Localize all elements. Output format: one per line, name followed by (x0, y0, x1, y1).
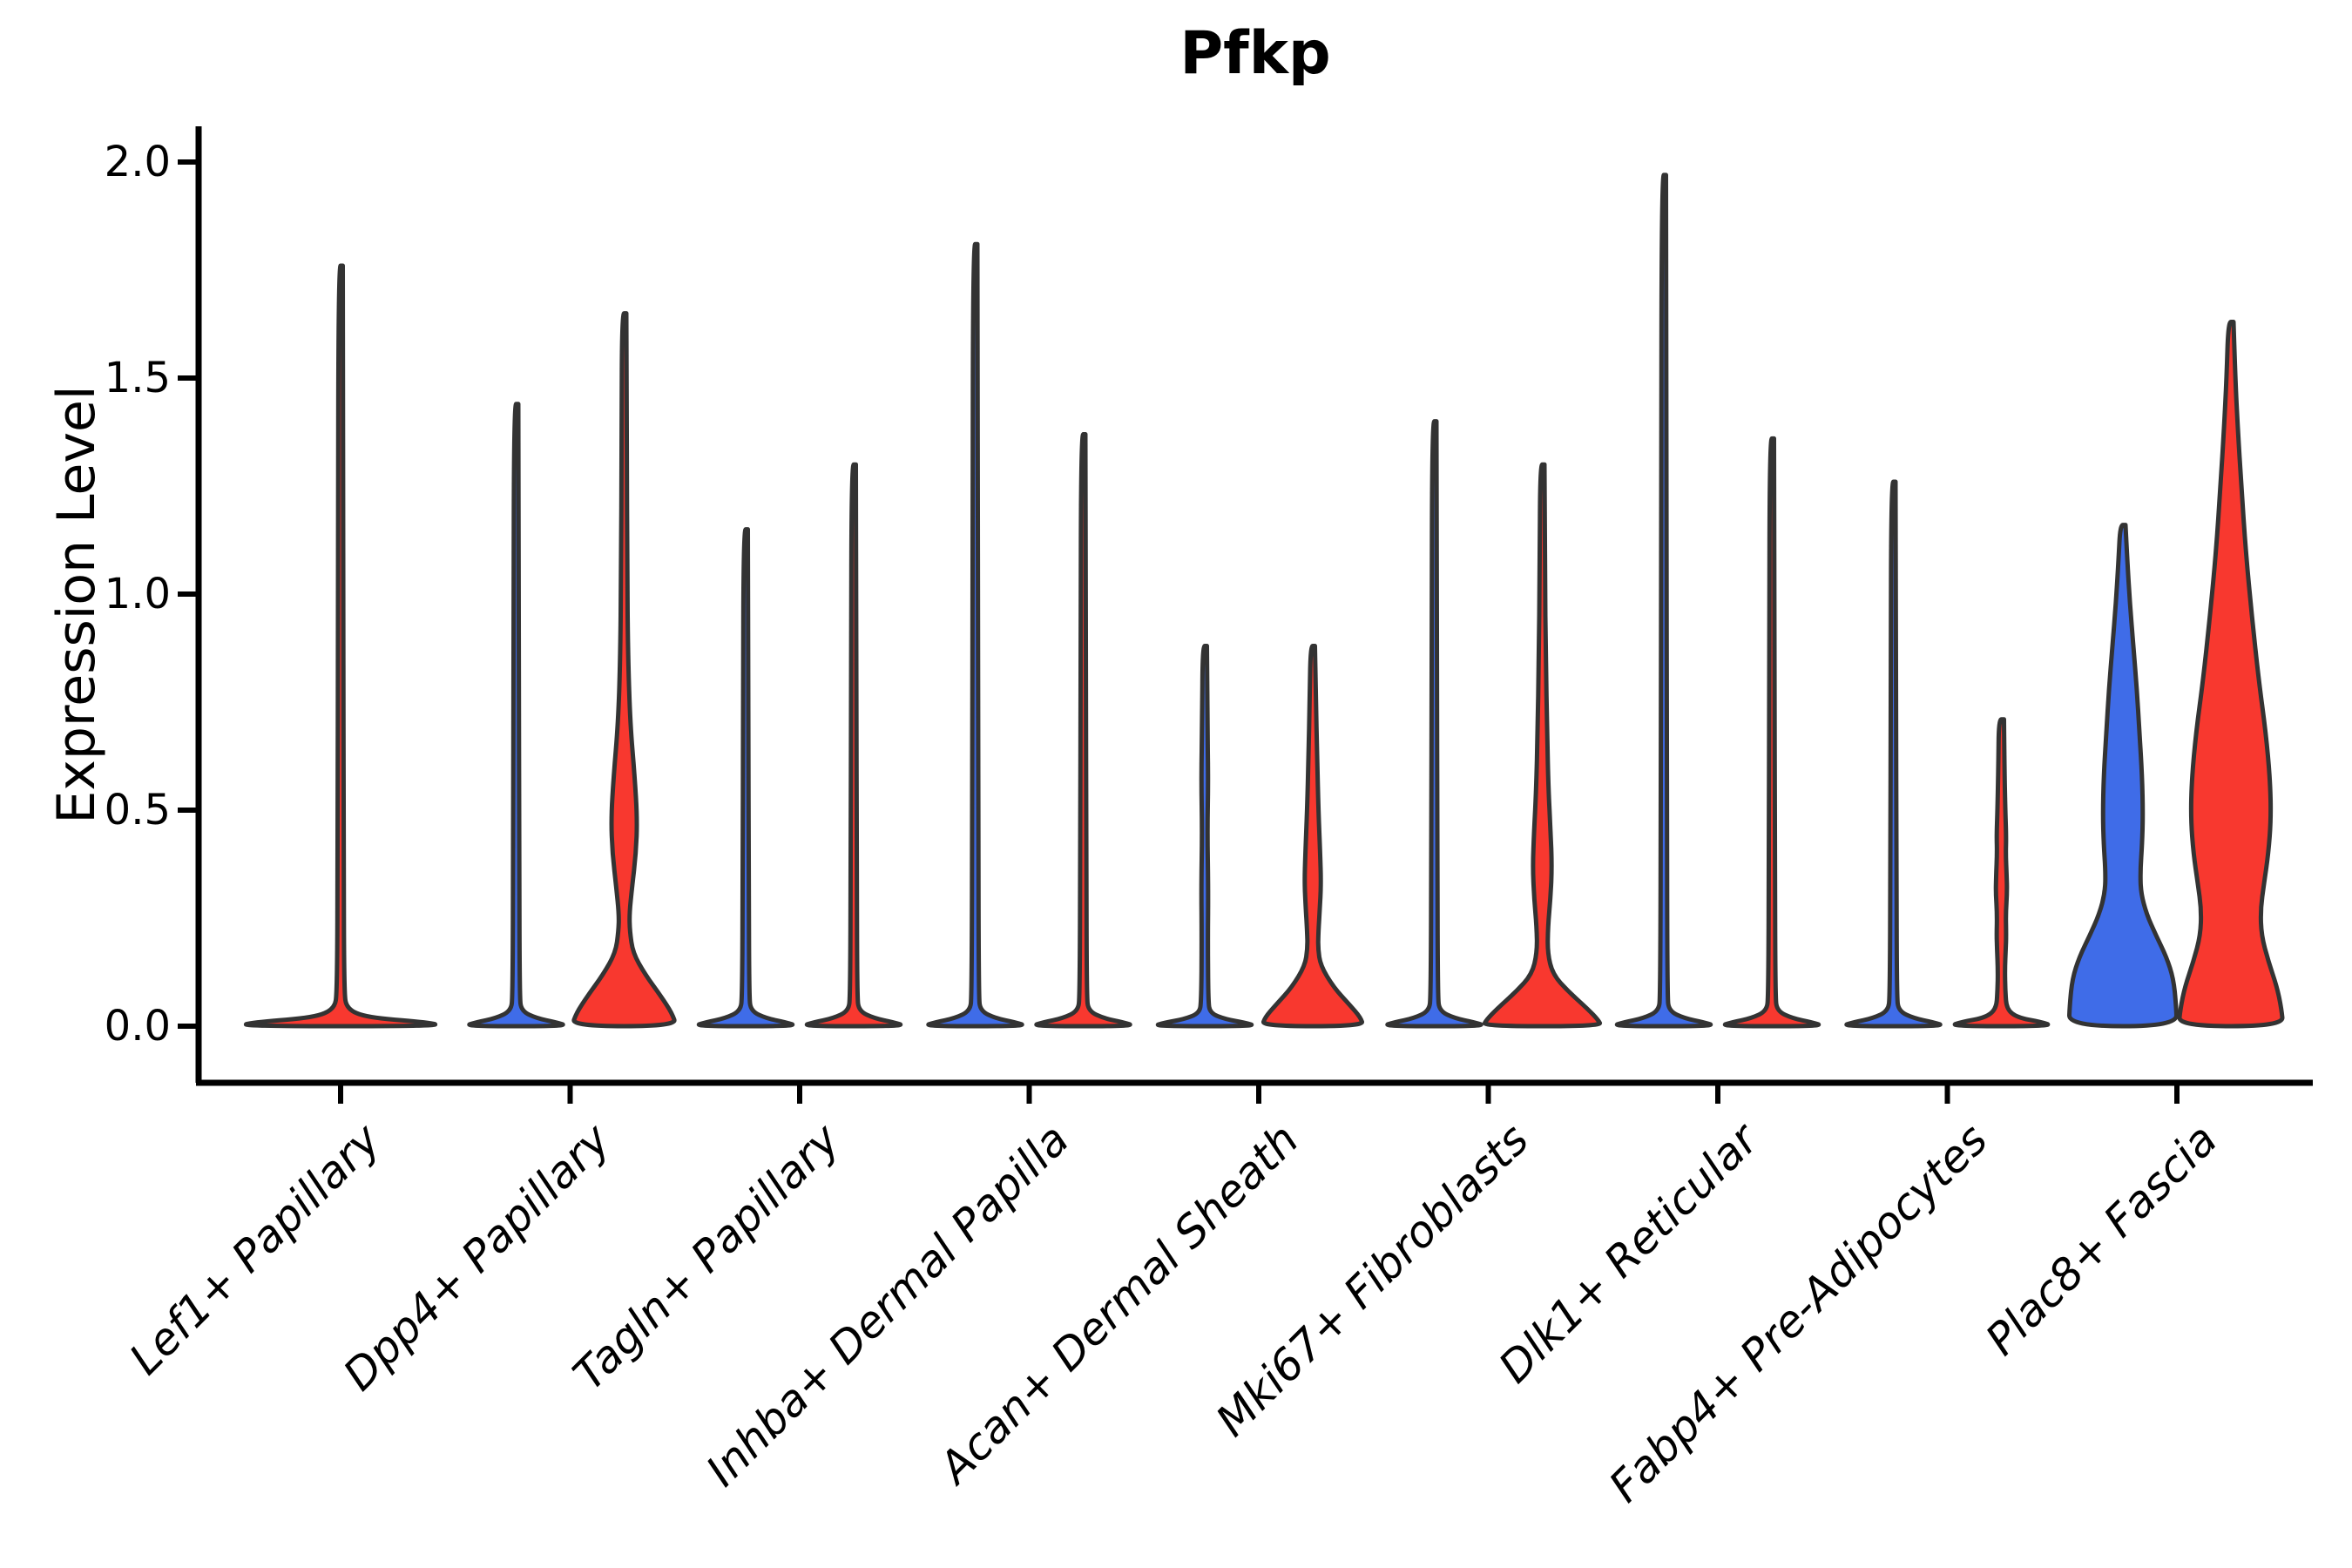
violin-red (2177, 320, 2285, 1029)
y-tick-label: 2.0 (104, 138, 171, 186)
violin-blue (1844, 479, 1943, 1029)
y-tick-label: 0.0 (104, 1002, 171, 1051)
violin-blue (2067, 523, 2179, 1029)
violin-red (1722, 436, 1821, 1029)
violin-blue (926, 241, 1024, 1029)
violin-blue (1614, 172, 1713, 1029)
y-tick-label: 0.5 (104, 786, 171, 835)
violin-red (571, 311, 677, 1029)
plot-title: Pfkp (1179, 19, 1331, 88)
violin-red (1260, 644, 1365, 1029)
y-tick-label: 1.0 (104, 570, 171, 618)
violin-red (1034, 432, 1132, 1029)
violin-red (243, 263, 438, 1029)
violin-blue (1385, 419, 1484, 1029)
violin-blue (467, 402, 565, 1029)
y-tick-label: 1.5 (104, 354, 171, 402)
violin-red (1952, 717, 2051, 1029)
violin-red (804, 462, 903, 1029)
violin-red (1482, 462, 1603, 1029)
violin-blue (1155, 644, 1254, 1029)
axes (178, 126, 2313, 1104)
violin-blue (696, 527, 795, 1029)
violins (243, 172, 2285, 1029)
